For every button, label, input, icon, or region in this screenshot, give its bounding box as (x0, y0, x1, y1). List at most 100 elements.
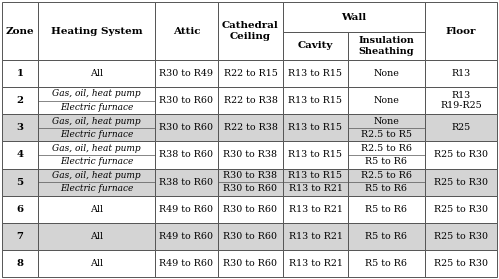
Bar (2, 87, 38, 114)
Text: R25 to R30: R25 to R30 (434, 177, 488, 187)
Text: R22 to R15: R22 to R15 (224, 69, 277, 78)
Bar (38, 114, 155, 141)
Bar (218, 250, 283, 277)
Text: None: None (374, 69, 399, 78)
Text: R30 to R60: R30 to R60 (224, 205, 277, 214)
Bar (283, 60, 348, 87)
Bar (155, 60, 218, 87)
Text: None: None (374, 96, 399, 105)
Text: All: All (90, 69, 103, 78)
Bar (155, 169, 218, 196)
Bar (38, 196, 155, 223)
Text: Electric furnace: Electric furnace (60, 130, 133, 139)
Text: R5 to R6: R5 to R6 (365, 184, 408, 193)
Bar (348, 32, 425, 60)
Bar (425, 196, 497, 223)
Bar (38, 2, 155, 60)
Bar (283, 2, 425, 32)
Bar (2, 196, 38, 223)
Text: Gas, oil, heat pump: Gas, oil, heat pump (52, 117, 141, 126)
Bar (218, 223, 283, 250)
Bar (348, 169, 425, 196)
Text: Cavity: Cavity (298, 42, 333, 50)
Bar (283, 114, 348, 141)
Bar (38, 250, 155, 277)
Text: R5 to R6: R5 to R6 (365, 157, 408, 166)
Bar (218, 169, 283, 196)
Bar (348, 114, 425, 141)
Bar (425, 60, 497, 87)
Text: R25 to R30: R25 to R30 (434, 259, 488, 268)
Bar (155, 2, 218, 60)
Text: R13 to R15: R13 to R15 (288, 171, 342, 180)
Text: R2.5 to R5: R2.5 to R5 (361, 130, 412, 139)
Text: All: All (90, 259, 103, 268)
Text: 7: 7 (16, 232, 23, 241)
Text: R13 to R15: R13 to R15 (288, 96, 342, 105)
Text: R25 to R30: R25 to R30 (434, 150, 488, 159)
Text: R49 to R60: R49 to R60 (160, 232, 214, 241)
Text: Floor: Floor (446, 27, 476, 35)
Bar (218, 141, 283, 169)
Text: R5 to R6: R5 to R6 (365, 259, 408, 268)
Text: R38 to R60: R38 to R60 (160, 177, 214, 187)
Bar (155, 87, 218, 114)
Text: R13 to R15: R13 to R15 (288, 150, 342, 159)
Text: R2.5 to R6: R2.5 to R6 (361, 144, 412, 153)
Bar (38, 87, 155, 114)
Bar (38, 60, 155, 87)
Text: R13 to R21: R13 to R21 (288, 232, 342, 241)
Text: 3: 3 (16, 123, 23, 132)
Bar (2, 250, 38, 277)
Text: R13
R19-R25: R13 R19-R25 (440, 91, 482, 110)
Bar (38, 169, 155, 196)
Text: 4: 4 (16, 150, 23, 159)
Text: All: All (90, 232, 103, 241)
Bar (2, 2, 38, 60)
Text: R30 to R38: R30 to R38 (224, 171, 277, 180)
Bar (283, 87, 348, 114)
Bar (2, 114, 38, 141)
Text: R30 to R38: R30 to R38 (224, 150, 277, 159)
Text: R30 to R60: R30 to R60 (224, 232, 277, 241)
Text: R38 to R60: R38 to R60 (160, 150, 214, 159)
Text: Insulation
Sheathing: Insulation Sheathing (359, 36, 415, 56)
Bar (283, 223, 348, 250)
Text: R22 to R38: R22 to R38 (224, 123, 277, 132)
Text: R13 to R21: R13 to R21 (288, 205, 342, 214)
Bar (283, 141, 348, 169)
Bar (2, 169, 38, 196)
Bar (348, 250, 425, 277)
Bar (218, 196, 283, 223)
Bar (425, 2, 497, 60)
Text: R5 to R6: R5 to R6 (365, 205, 408, 214)
Bar (155, 141, 218, 169)
Bar (425, 169, 497, 196)
Text: R13 to R15: R13 to R15 (288, 123, 342, 132)
Bar (2, 60, 38, 87)
Text: R13 to R21: R13 to R21 (288, 184, 342, 193)
Text: None: None (374, 117, 399, 126)
Bar (348, 196, 425, 223)
Text: R30 to R60: R30 to R60 (160, 123, 214, 132)
Text: R30 to R60: R30 to R60 (224, 184, 277, 193)
Bar (155, 196, 218, 223)
Bar (425, 87, 497, 114)
Text: Electric furnace: Electric furnace (60, 157, 133, 166)
Bar (283, 32, 348, 60)
Bar (425, 141, 497, 169)
Bar (218, 60, 283, 87)
Bar (425, 223, 497, 250)
Bar (348, 60, 425, 87)
Text: 8: 8 (16, 259, 23, 268)
Bar (348, 223, 425, 250)
Text: Attic: Attic (173, 27, 200, 35)
Text: R13 to R21: R13 to R21 (288, 259, 342, 268)
Text: R30 to R60: R30 to R60 (224, 259, 277, 268)
Bar (2, 223, 38, 250)
Bar (155, 223, 218, 250)
Bar (218, 87, 283, 114)
Bar (425, 114, 497, 141)
Text: R30 to R49: R30 to R49 (160, 69, 214, 78)
Text: Gas, oil, heat pump: Gas, oil, heat pump (52, 144, 141, 153)
